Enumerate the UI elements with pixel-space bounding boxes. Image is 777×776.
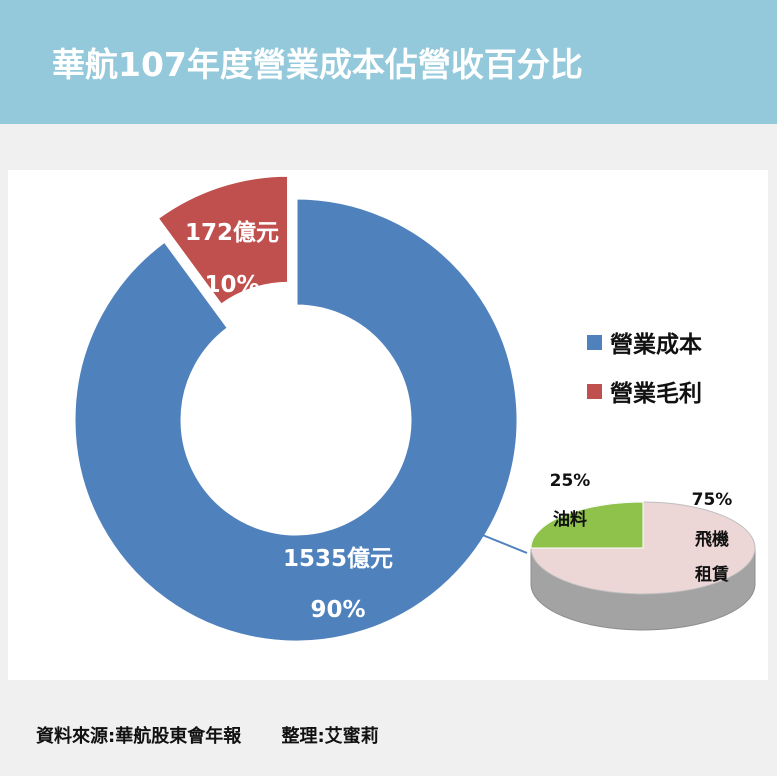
- editor-note: 整理:艾蜜莉: [281, 726, 379, 747]
- title-banner: 華航107年度營業成本佔營收百分比: [0, 0, 777, 124]
- pie3d-slice-1: [530, 501, 644, 549]
- donut-value-label-1: 1535億元: [283, 545, 393, 572]
- legend-swatch-2: [587, 384, 602, 399]
- connector-line: [479, 533, 528, 554]
- footer: 資料來源:華航股東會年報 整理:艾蜜莉: [36, 722, 379, 748]
- donut-slice-2: [155, 173, 291, 308]
- pie3d-name-label-2a: 飛機: [694, 529, 729, 550]
- page-title: 華航107年度營業成本佔營收百分比: [52, 45, 583, 84]
- source-note: 資料來源:華航股東會年報: [36, 726, 242, 747]
- legend-label-1: 營業成本: [610, 331, 702, 358]
- pie3d-percent-label-2: 75%: [692, 490, 733, 510]
- donut-percent-label-2: 10%: [204, 272, 259, 298]
- pie3d-percent-label-1: 25%: [550, 471, 591, 491]
- pie3d-name-label-2b: 租賃: [695, 564, 729, 585]
- legend-label-2: 營業毛利: [610, 380, 702, 407]
- donut-slice-1: [72, 196, 520, 644]
- donut-value-label-2: 172億元: [185, 219, 279, 246]
- legend-swatch-1: [587, 335, 602, 350]
- pie3d-name-label-1: 油料: [553, 509, 587, 530]
- donut-percent-label-1: 90%: [310, 597, 365, 623]
